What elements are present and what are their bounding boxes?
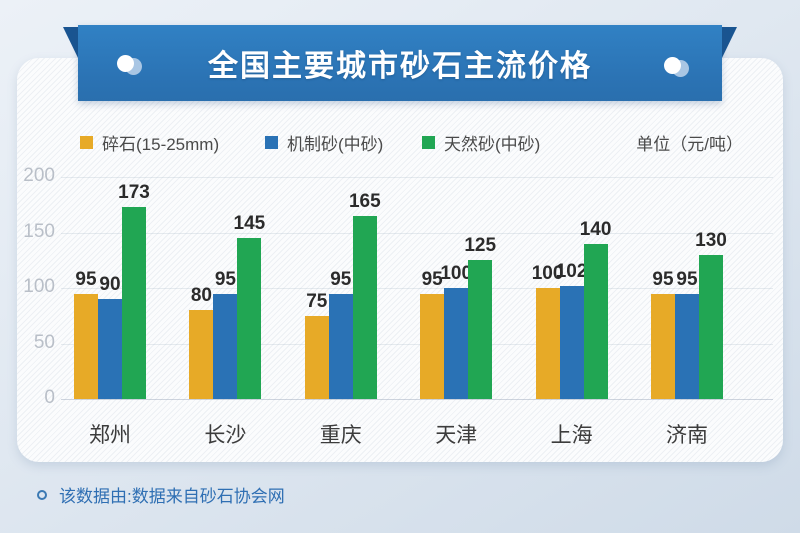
bar-重庆-碎石(15-25mm) xyxy=(304,315,329,399)
legend-label-crushed-stone: 碎石(15-25mm) xyxy=(102,135,220,154)
gridline-150 xyxy=(61,232,773,234)
bar-value-label: 102 xyxy=(555,260,588,282)
y-axis-label-200: 200 xyxy=(23,165,55,186)
page-title: 全国主要城市砂石主流价格 xyxy=(208,50,592,83)
data-source-note: 该数据由:数据来自砂石协会网 xyxy=(59,487,285,506)
bar-长沙-天然砂(中砂) xyxy=(237,238,262,399)
y-axis-label-100: 100 xyxy=(23,276,55,297)
bar-长沙-碎石(15-25mm) xyxy=(189,310,214,399)
bar-济南-碎石(15-25mm) xyxy=(651,293,675,399)
legend-swatch-natural-sand xyxy=(422,136,435,149)
legend-swatch-crushed-stone xyxy=(80,136,93,149)
chart-panel: 碎石(15-25mm) 机制砂(中砂) 天然砂(中砂) 单位（元/吨） 0 50 1… xyxy=(17,58,783,462)
data-source-footer: 该数据由:数据来自砂石协会网 xyxy=(37,482,285,507)
bar-天津-碎石(15-25mm) xyxy=(420,293,445,399)
bar-value-label: 95 xyxy=(214,268,236,290)
y-axis-label-150: 150 xyxy=(23,220,55,242)
ribbon-fold-left xyxy=(63,27,79,60)
bar-天津-天然砂(中砂) xyxy=(468,260,493,399)
bar-value-label: 165 xyxy=(348,190,381,212)
bar-value-label: 95 xyxy=(676,268,698,290)
gridline-50 xyxy=(61,343,773,345)
legend-label-manufactured-sand: 机制砂(中砂) xyxy=(287,135,384,154)
bar-value-label: 75 xyxy=(306,290,328,312)
circle-bullet-icon xyxy=(37,489,47,500)
bar-chart: 0 50 100 150 200 95 90 173 郑州 80 95 145 长沙 75 95 165 重庆 9… xyxy=(17,58,783,462)
legend: 碎石(15-25mm) 机制砂(中砂) 天然砂(中砂) 单位（元/吨） xyxy=(17,130,783,154)
y-axis-label-50: 50 xyxy=(33,331,55,353)
bar-济南-机制砂(中砂) xyxy=(675,293,699,399)
bar-重庆-天然砂(中砂) xyxy=(352,215,377,399)
bar-上海-碎石(15-25mm) xyxy=(535,288,560,399)
legend-item-crushed-stone: 碎石(15-25mm) xyxy=(80,130,219,155)
legend-swatch-manufactured-sand xyxy=(265,136,278,149)
bar-长沙-机制砂(中砂) xyxy=(213,293,238,399)
bar-value-label: 95 xyxy=(75,268,97,290)
x-axis-label-济南: 济南 xyxy=(666,424,708,447)
bar-郑州-机制砂(中砂) xyxy=(98,299,122,399)
bar-value-label: 95 xyxy=(421,268,443,290)
bar-上海-天然砂(中砂) xyxy=(583,243,608,399)
legend-label-natural-sand: 天然砂(中砂) xyxy=(444,135,541,154)
unit-label: 单位（元/吨） xyxy=(636,135,743,154)
bar-value-label: 125 xyxy=(464,235,497,257)
y-axis-label-0: 0 xyxy=(44,387,55,408)
bar-value-label: 95 xyxy=(330,268,352,290)
x-axis-label-重庆: 重庆 xyxy=(319,424,362,447)
bar-上海-机制砂(中砂) xyxy=(559,285,584,399)
dot-decoration-right xyxy=(664,57,681,74)
legend-item-manufactured-sand: 机制砂(中砂) xyxy=(265,130,383,155)
bar-重庆-机制砂(中砂) xyxy=(328,293,353,399)
ribbon-fold-right xyxy=(721,27,737,60)
bar-济南-天然砂(中砂) xyxy=(699,254,723,399)
gridline-100 xyxy=(61,288,773,289)
bar-value-label: 95 xyxy=(652,268,674,290)
x-axis-label-天津: 天津 xyxy=(435,424,478,447)
dot-decoration-left xyxy=(117,55,134,72)
bar-value-label: 145 xyxy=(233,213,266,235)
bar-value-label: 80 xyxy=(190,285,212,307)
gridline-200 xyxy=(61,177,773,178)
gridline-0 xyxy=(61,399,773,400)
bar-郑州-天然砂(中砂) xyxy=(122,206,146,399)
legend-item-natural-sand: 天然砂(中砂) xyxy=(422,130,540,155)
x-axis-label-长沙: 长沙 xyxy=(204,424,247,447)
bar-value-label: 140 xyxy=(579,218,612,240)
x-axis-label-上海: 上海 xyxy=(550,424,593,447)
bar-天津-机制砂(中砂) xyxy=(444,288,469,399)
x-axis-label-郑州: 郑州 xyxy=(89,424,131,447)
bar-value-label: 130 xyxy=(695,229,727,251)
bar-value-label: 100 xyxy=(440,263,473,284)
bar-郑州-碎石(15-25mm) xyxy=(74,293,98,399)
title-banner: 全国主要城市砂石主流价格 xyxy=(78,25,722,101)
bar-value-label: 173 xyxy=(118,181,150,203)
bar-value-label: 90 xyxy=(99,274,121,296)
bar-value-label: 100 xyxy=(531,263,564,284)
